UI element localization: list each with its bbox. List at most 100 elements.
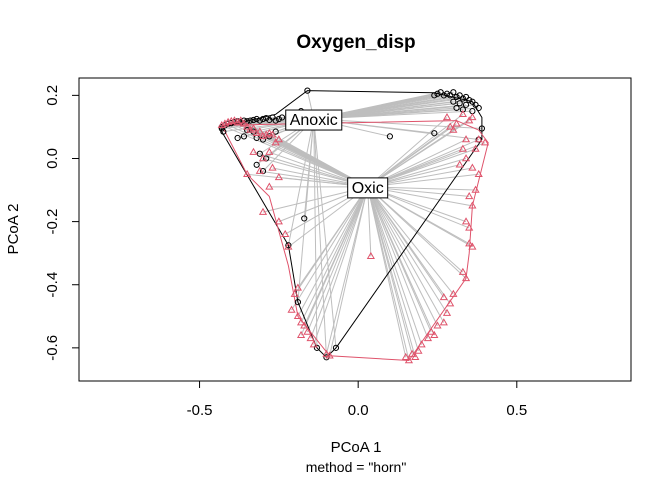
- point-oxic: [458, 109, 467, 118]
- point-anoxic: [453, 104, 460, 112]
- point-oxic: [455, 160, 464, 168]
- x-tick-label: 0.5: [506, 402, 527, 419]
- point-oxic: [243, 169, 252, 177]
- x-axis-sublabel: method = "horn": [306, 459, 407, 475]
- point-oxic: [252, 128, 261, 136]
- x-tick-label: -0.5: [187, 402, 213, 419]
- point-oxic: [414, 346, 423, 354]
- point-anoxic: [478, 125, 485, 132]
- point-anoxic: [234, 134, 241, 142]
- point-anoxic: [469, 98, 476, 105]
- point-anoxic: [266, 133, 273, 140]
- point-oxic: [408, 349, 417, 357]
- point-oxic: [296, 330, 306, 338]
- point-anoxic: [431, 130, 438, 137]
- point-oxic: [309, 340, 318, 348]
- point-anoxic: [456, 92, 463, 99]
- spoke-line: [367, 186, 454, 295]
- spoke-line: [325, 186, 369, 355]
- spoke-line: [367, 186, 445, 323]
- point-oxic: [249, 147, 258, 155]
- point-oxic: [306, 333, 315, 342]
- point-oxic: [255, 166, 264, 174]
- point-anoxic: [313, 344, 321, 351]
- spoke-line: [367, 186, 445, 298]
- point-oxic: [243, 122, 252, 130]
- point-oxic: [401, 352, 410, 361]
- point-anoxic: [220, 128, 227, 135]
- point-oxic: [458, 144, 467, 152]
- point-oxic: [427, 327, 436, 335]
- point-oxic: [366, 251, 375, 260]
- point-oxic: [274, 173, 283, 181]
- spoke-line: [300, 186, 369, 323]
- spoke-line: [329, 186, 369, 356]
- point-anoxic: [278, 114, 286, 121]
- group-label-oxic: Oxic: [352, 180, 384, 197]
- spoke-line: [313, 118, 337, 348]
- point-oxic: [258, 131, 268, 140]
- point-oxic: [268, 130, 277, 138]
- point-oxic: [293, 311, 302, 320]
- spoke-line: [291, 186, 369, 311]
- point-anoxic: [259, 115, 267, 123]
- point-anoxic: [272, 117, 279, 124]
- point-oxic: [411, 352, 420, 361]
- point-oxic: [423, 333, 433, 342]
- point-oxic: [465, 239, 474, 247]
- spoke-line: [367, 186, 423, 345]
- point-oxic: [300, 321, 309, 329]
- y-axis: -0.6 -0.4 -0.2 0.0 0.2: [44, 85, 80, 361]
- point-anoxic: [456, 100, 463, 107]
- chart-title: Oxygen_disp: [296, 32, 415, 53]
- point-oxic: [284, 242, 293, 250]
- point-oxic: [265, 128, 274, 136]
- point-oxic: [474, 135, 483, 143]
- point-anoxic: [250, 116, 257, 124]
- point-anoxic: [247, 117, 254, 124]
- point-oxic: [255, 127, 264, 135]
- spoke-line: [367, 117, 448, 188]
- point-oxic: [246, 125, 255, 133]
- points-layer: [217, 87, 490, 364]
- point-oxic: [474, 169, 483, 177]
- spoke-line: [287, 118, 315, 246]
- point-oxic: [442, 308, 452, 316]
- point-oxic: [296, 318, 306, 326]
- point-oxic: [446, 122, 455, 130]
- point-oxic: [274, 135, 283, 143]
- point-oxic: [480, 138, 490, 146]
- point-oxic: [417, 340, 426, 348]
- y-tick-label: -0.2: [44, 209, 61, 235]
- spoke-line: [313, 186, 369, 345]
- point-anoxic: [447, 92, 454, 99]
- point-oxic: [293, 283, 302, 291]
- point-oxic: [303, 327, 312, 335]
- spoke-line: [367, 186, 429, 339]
- point-oxic: [439, 292, 448, 301]
- spoke-line: [367, 186, 448, 314]
- point-anoxic: [304, 87, 311, 94]
- spoke-line: [367, 186, 416, 358]
- point-anoxic: [332, 344, 340, 351]
- point-oxic: [465, 223, 474, 231]
- point-anoxic: [462, 101, 470, 108]
- group-label-box-anoxic: [285, 109, 343, 131]
- spoke-line: [367, 186, 372, 257]
- spoke-line: [294, 186, 369, 295]
- point-anoxic: [462, 93, 470, 101]
- point-anoxic: [240, 133, 248, 140]
- point-oxic: [468, 242, 477, 250]
- point-anoxic: [472, 101, 479, 108]
- point-oxic: [220, 119, 230, 127]
- point-oxic: [290, 289, 299, 297]
- point-oxic: [268, 163, 277, 171]
- point-oxic: [249, 124, 258, 132]
- point-anoxic: [301, 215, 308, 222]
- point-oxic: [446, 299, 455, 307]
- point-oxic: [265, 147, 274, 155]
- point-anoxic: [466, 96, 473, 104]
- point-oxic: [458, 267, 467, 275]
- spoke-line: [300, 186, 369, 336]
